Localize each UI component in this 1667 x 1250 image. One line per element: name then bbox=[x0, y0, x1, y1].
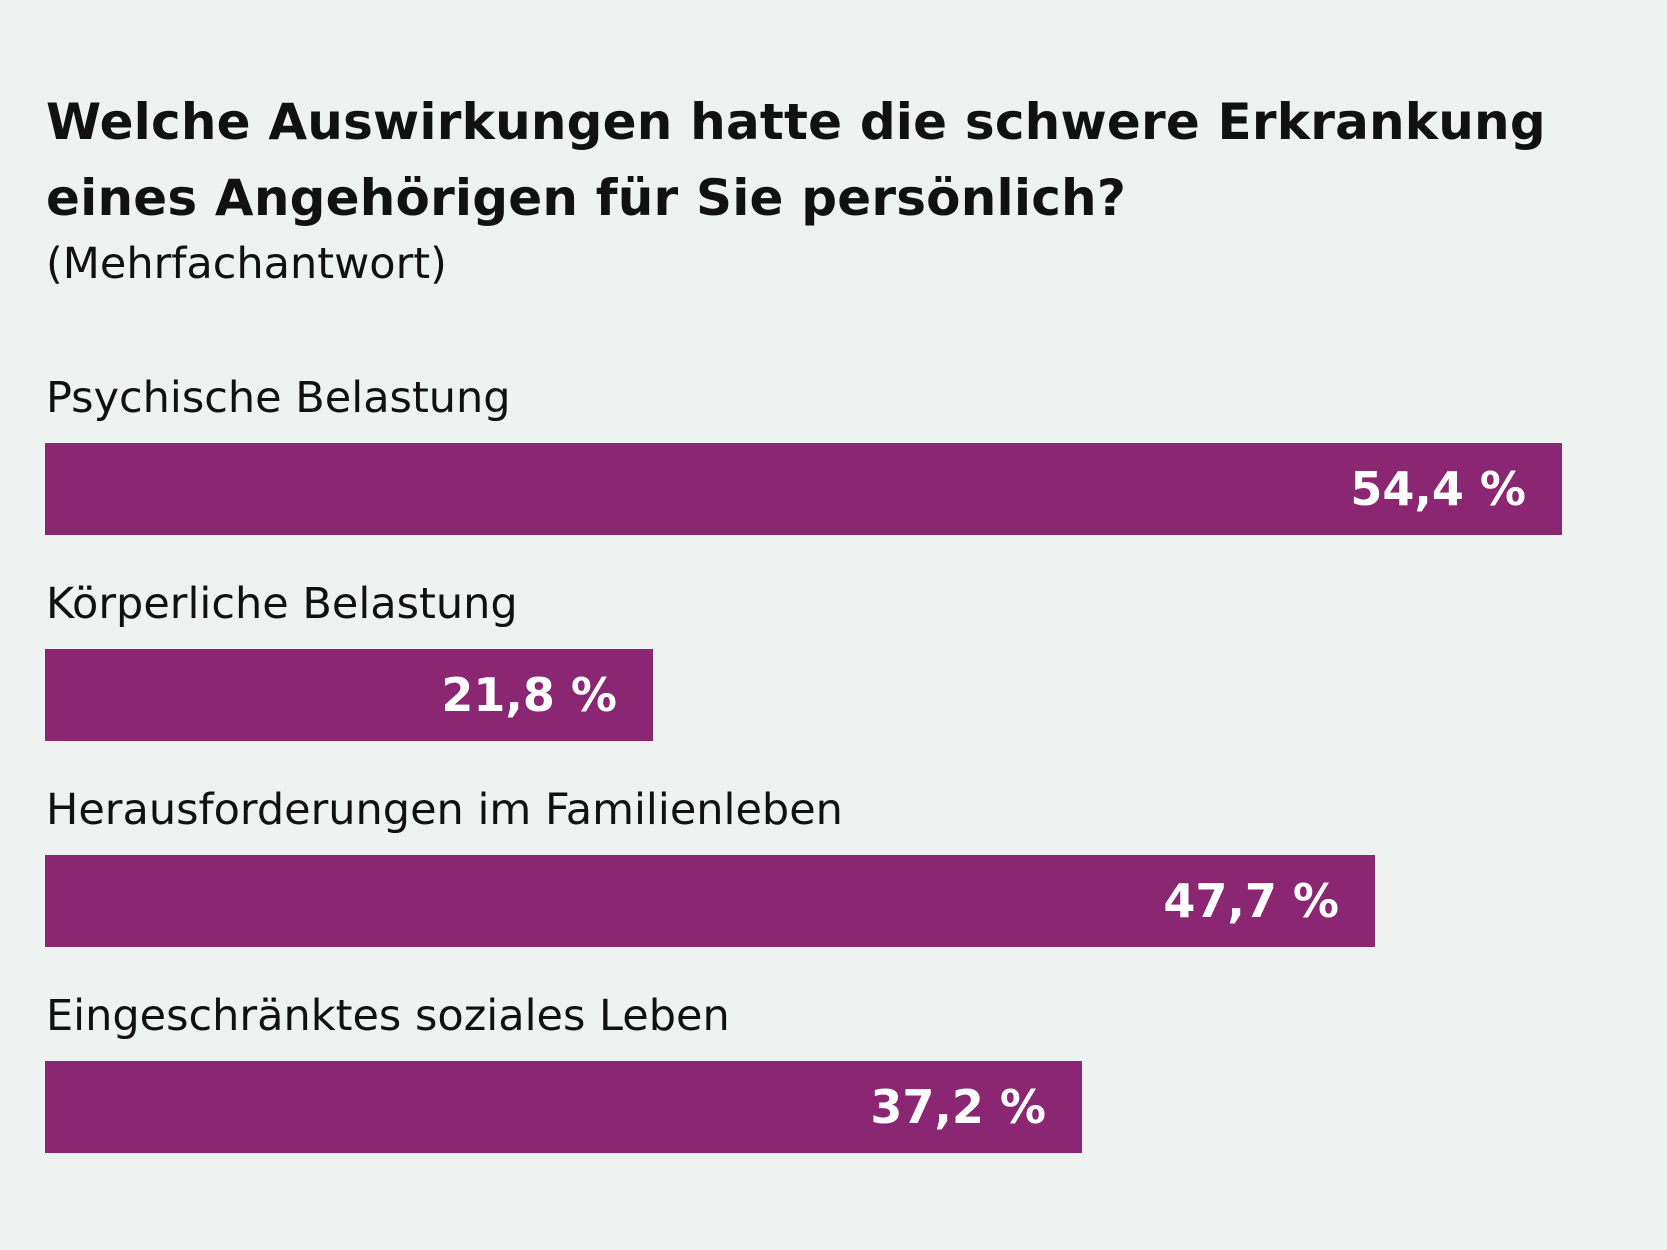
category-label: Herausforderungen im Familienleben bbox=[46, 785, 843, 835]
bar: 54,4 % bbox=[45, 443, 1562, 535]
bar: 47,7 % bbox=[45, 855, 1375, 947]
value-label: 21,8 % bbox=[441, 668, 617, 722]
bar: 37,2 % bbox=[45, 1061, 1082, 1153]
category-label: Psychische Belastung bbox=[46, 373, 511, 423]
category-label: Eingeschränktes soziales Leben bbox=[46, 991, 730, 1041]
value-label: 37,2 % bbox=[870, 1080, 1046, 1134]
chart-subtitle: (Mehrfachantwort) bbox=[46, 239, 447, 289]
category-label: Körperliche Belastung bbox=[46, 579, 518, 629]
value-label: 54,4 % bbox=[1350, 462, 1526, 516]
value-label: 47,7 % bbox=[1163, 874, 1339, 928]
bar: 21,8 % bbox=[45, 649, 653, 741]
chart-title: Welche Auswirkungen hatte die schwere Er… bbox=[46, 93, 1546, 227]
